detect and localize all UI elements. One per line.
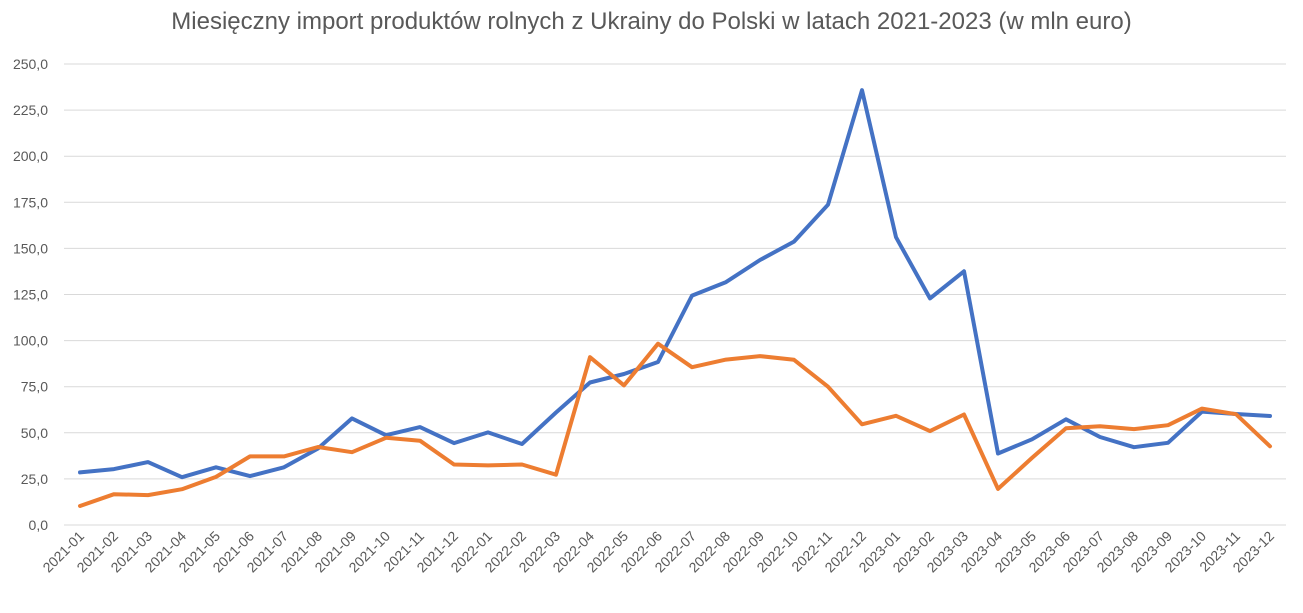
y-tick-label: 0,0: [29, 517, 49, 533]
y-tick-label: 250,0: [13, 56, 48, 72]
y-tick-label: 25,0: [21, 471, 48, 487]
series-line-2: [78, 341, 1272, 508]
y-tick-label: 175,0: [13, 194, 48, 210]
series-lines: [78, 88, 1272, 508]
y-tick-label: 200,0: [13, 148, 48, 164]
y-tick-label: 50,0: [21, 425, 48, 441]
y-tick-label: 75,0: [21, 379, 48, 395]
y-tick-label: 100,0: [13, 333, 48, 349]
y-tick-label: 150,0: [13, 240, 48, 256]
gridlines: [64, 63, 1286, 526]
chart-title: Miesięczny import produktów rolnych z Uk…: [171, 8, 1132, 35]
y-tick-label: 225,0: [13, 102, 48, 118]
series-line-1: [78, 88, 1272, 480]
y-tick-label: 125,0: [13, 287, 48, 303]
x-axis-ticks: 2021-012021-022021-032021-042021-052021-…: [39, 528, 1277, 576]
y-axis-ticks: 0,0 25,0 50,0 75,0 100,0 125,0 150,0 175,0 200,0…: [13, 56, 48, 533]
